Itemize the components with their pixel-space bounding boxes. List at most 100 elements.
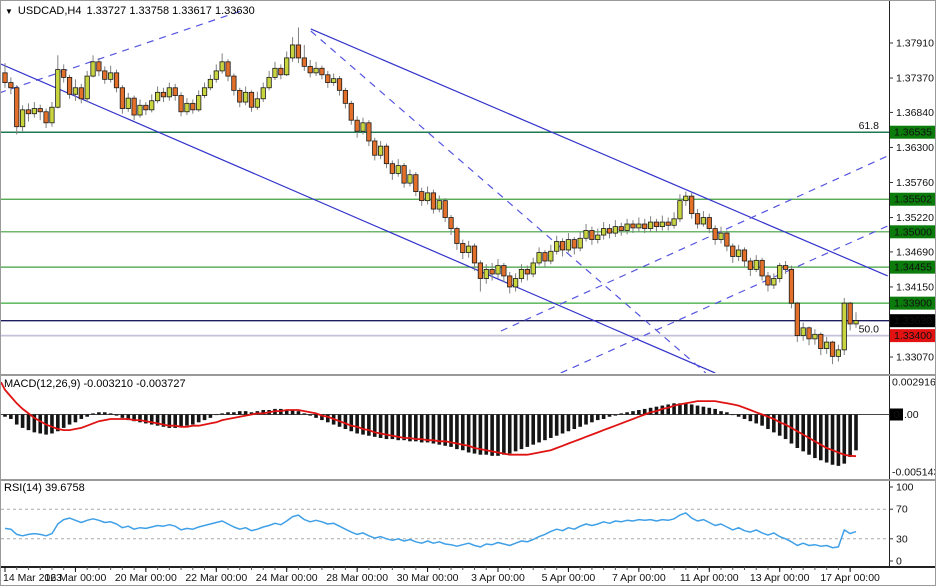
candle-body [501, 265, 507, 277]
level-price-badge [890, 125, 935, 139]
candle-body [706, 217, 712, 229]
candle-body [753, 259, 759, 270]
candle-body [113, 72, 120, 89]
candle-body [847, 302, 853, 325]
rsi-panel: 100 70 30 0 [1, 482, 914, 568]
candle-body [653, 221, 660, 228]
candle-body [606, 228, 613, 234]
level-price-badge [890, 260, 935, 274]
candle-body [477, 262, 483, 279]
candle-body [771, 278, 777, 286]
macd-signal-line [1, 381, 857, 458]
macd-histogram [3, 403, 858, 466]
candle-body [612, 226, 618, 234]
price-tick-label: 1.35760 [896, 177, 934, 189]
svg-text:1.33900: 1.33900 [894, 298, 932, 310]
candle-body [571, 239, 577, 249]
candle-body [466, 245, 472, 253]
price-tick-label: 1.36840 [896, 107, 934, 119]
candle-body [231, 75, 237, 91]
level-price-badge [890, 329, 935, 343]
time-axis-label: 16 Mar 00:00 [44, 572, 106, 584]
macd-zero-badge [890, 408, 903, 421]
candle-body [507, 275, 513, 288]
candle-body [102, 70, 108, 80]
candle-body [747, 260, 753, 270]
candle-body [624, 223, 630, 231]
candle-body [759, 259, 765, 277]
symbol-dropdown-icon[interactable]: ▼ [5, 6, 13, 16]
candle-body [272, 67, 278, 78]
svg-text:1.35000: 1.35000 [894, 226, 932, 238]
candle-body [636, 223, 642, 229]
candle-body [413, 174, 419, 192]
candle-body [389, 163, 395, 174]
candle-body [683, 195, 689, 202]
macd-indicator-label: MACD(12,26,9) -0.003210 -0.003727 [4, 378, 186, 390]
candle-body [284, 57, 290, 76]
candle-body [818, 333, 824, 349]
candle-body [589, 230, 595, 240]
candle-body [25, 109, 32, 115]
candle-body [460, 243, 466, 253]
candle-body [642, 223, 648, 229]
candle-body [149, 100, 155, 111]
candle-body [14, 87, 20, 128]
candle-body [829, 341, 836, 357]
current-price-badge [890, 314, 935, 328]
candle-body [518, 269, 525, 279]
price-tick-label: 1.34690 [896, 246, 934, 258]
candle-body [190, 102, 196, 111]
candle-body [489, 269, 495, 275]
candle-body [542, 252, 548, 262]
symbol-period-label: USDCAD,H4 [17, 5, 82, 17]
candle-body [671, 218, 677, 226]
candlesticks [2, 27, 859, 365]
time-axis-label: 11 Apr 00:00 [680, 572, 739, 584]
candle-body [237, 89, 243, 103]
candle-body [454, 228, 460, 244]
candle-body [430, 192, 437, 210]
svg-text:1.33630: 1.33630 [894, 315, 932, 327]
candle-body [289, 44, 296, 59]
price-axis-ticks: 1.37910 1.37370 1.36840 1.36300 1.35760 1.352… [889, 38, 934, 364]
svg-text:1.36535: 1.36535 [894, 127, 932, 139]
candle-body [372, 140, 378, 156]
rsi-tick-label: 70 [896, 504, 908, 516]
candle-body [360, 122, 366, 132]
candle-body [78, 87, 84, 100]
candle-body [37, 108, 43, 113]
candle-body [548, 250, 554, 262]
candle-body [395, 165, 401, 174]
time-axis-label: 24 Mar 00:00 [256, 572, 318, 584]
candle-body [366, 122, 372, 142]
horizontal-levels [1, 131, 889, 337]
candle-body [178, 95, 184, 113]
rsi-tick-label: 100 [896, 482, 914, 494]
time-axis-label: 30 Mar 00:00 [397, 572, 459, 584]
candle-body [565, 239, 572, 251]
candle-body [536, 252, 542, 264]
candle-body [55, 69, 61, 108]
candle-body [84, 75, 90, 100]
candle-body [724, 232, 730, 247]
time-axis-label: 28 Mar 00:00 [326, 572, 388, 584]
macd-axis: 0.002916 0 .00 -0.005143 [890, 376, 935, 478]
candle-body [419, 191, 425, 202]
candle-body [295, 44, 302, 59]
candle-body [448, 217, 454, 229]
candle-body [260, 87, 266, 100]
candle-body [319, 67, 325, 76]
candle-body [694, 213, 701, 225]
candle-body [595, 234, 601, 240]
candle-body [401, 165, 407, 184]
trendlines [1, 11, 888, 373]
candle-body [219, 61, 225, 72]
candle-body [424, 192, 431, 202]
candle-body [853, 320, 859, 325]
candle-body [700, 217, 707, 225]
svg-text:0: 0 [894, 409, 900, 421]
candle-body [108, 72, 114, 80]
svg-text:1.35502: 1.35502 [894, 194, 932, 206]
